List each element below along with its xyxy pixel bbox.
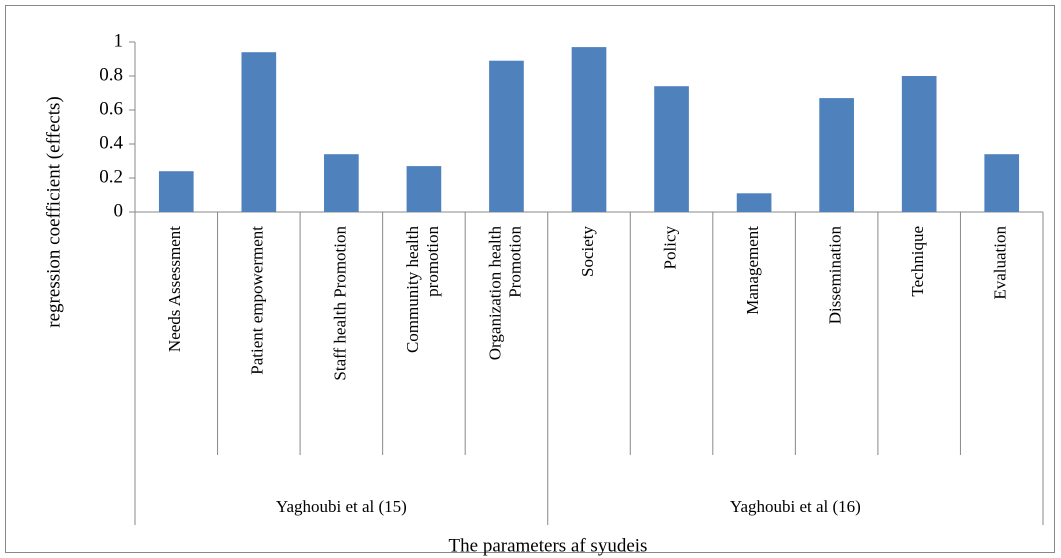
x-tick-label: Dissemination [826,226,845,325]
x-tick-label: Management [743,226,762,315]
y-tick-label: 0.2 [99,166,123,187]
y-tick-label: 0.6 [99,98,123,119]
bar [571,47,607,212]
x-tick-label: Needs Assessment [165,226,184,352]
x-tick-label: Evaluation [991,226,1010,300]
bar [241,52,277,213]
bar [654,86,689,212]
bar [406,166,442,212]
x-tick-label: Technique [908,226,927,297]
y-tick-label: 0.4 [99,132,123,153]
bar [158,171,194,212]
x-tick-label: Organization healthPromotion [485,226,524,361]
chart-frame [5,5,1055,553]
x-tick-label: Society [578,226,597,277]
y-tick-label: 1 [114,30,124,51]
bar [324,154,359,212]
bar [901,76,937,212]
x-tick-label: Policy [660,226,679,270]
y-tick-label: 0 [114,200,124,221]
group-label: Yaghoubi et al (16) [730,497,861,516]
x-tick-label: Community healthpromotion [403,226,442,354]
y-tick-label: 0.8 [99,64,123,85]
bar [489,60,524,213]
x-tick-label: Staff health Promotion [330,226,349,381]
bar [819,98,854,212]
bar [984,154,1020,212]
x-tick-label: Patient empowerment [248,226,267,375]
y-axis-title: regression coefficient (effects) [43,96,64,327]
bar [736,193,772,212]
group-label: Yaghoubi et al (15) [276,497,407,516]
x-axis-title: The parameters af syudeis [449,535,648,556]
